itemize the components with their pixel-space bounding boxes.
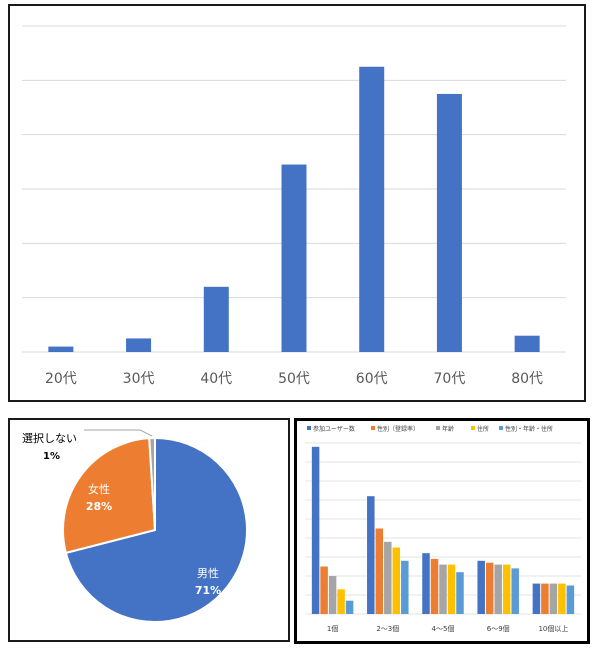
series-bar: [439, 564, 447, 614]
gender-pie-chart: 男性 71% 女性 28% 選択しない 1%: [22, 429, 248, 623]
series-bar: [345, 600, 354, 614]
x-tick-label: 30代: [123, 371, 155, 387]
series-bar: [456, 572, 464, 614]
pie-value-label: 71%: [195, 584, 221, 597]
series-bar: [447, 564, 456, 614]
series-bar: [511, 568, 519, 614]
series-bar: [549, 583, 558, 614]
series-bar: [558, 583, 566, 614]
age-bar: [514, 335, 540, 352]
series-bar: [392, 547, 401, 614]
x-tick-label: 60代: [356, 371, 388, 387]
series-bar: [532, 583, 541, 614]
pie-slice: [62, 437, 157, 555]
series-bar: [328, 576, 337, 614]
series-bar: [566, 585, 575, 614]
pie-label: 男性: [197, 566, 219, 580]
pie-label: 選択しない: [22, 431, 77, 445]
grouped-bar-chart-panel: 参加ユーザー数 性別（登録率） 年齢 住所 性別・年齢・住所 1個 2～3個 4～5個 6～9個…: [294, 418, 590, 644]
series-bar: [541, 583, 549, 614]
series-bar: [401, 560, 409, 614]
age-distribution-chart: 20代 30代 40代 50代 60代 70代 80代: [22, 25, 566, 387]
legend-label: 性別（登録率）: [377, 425, 419, 433]
age-bar: [48, 346, 74, 352]
legend-swatch: [471, 426, 475, 430]
series-bar: [375, 528, 384, 614]
series-bar: [337, 589, 345, 614]
series-bar: [494, 564, 502, 614]
x-tick-label: 80代: [511, 371, 543, 387]
legend-swatch: [371, 426, 375, 430]
x-tick-label: 6～9個: [487, 624, 510, 633]
age-bar: [281, 164, 307, 352]
x-tick-label: 40代: [200, 371, 232, 387]
x-tick-label: 1個: [327, 624, 338, 633]
pie-slice: [64, 436, 248, 623]
x-tick-label: 4～5個: [432, 624, 455, 633]
pie-value-label: 28%: [86, 500, 112, 513]
legend-label: 住所: [477, 425, 489, 433]
grouped-bar-chart: 参加ユーザー数 性別（登録率） 年齢 住所 性別・年齢・住所 1個 2～3個 4～5個 6～9個…: [305, 425, 581, 633]
pie-slice: [148, 436, 156, 531]
series-bar: [430, 558, 439, 614]
legend-label: 参加ユーザー数: [313, 425, 355, 433]
x-tick-label: 50代: [278, 371, 310, 387]
pie-label: 女性: [88, 482, 110, 496]
series-bar: [477, 560, 485, 614]
legend-swatch: [499, 426, 503, 430]
series-bar: [320, 566, 328, 614]
x-tick-label: 10個以上: [538, 624, 568, 633]
legend-label: 年齢: [442, 425, 454, 433]
x-tick-label: 70代: [434, 371, 466, 387]
age-bar: [126, 338, 152, 352]
legend-swatch: [307, 426, 311, 430]
age-distribution-chart-panel: 20代 30代 40代 50代 60代 70代 80代: [8, 4, 586, 402]
age-bar: [436, 93, 462, 353]
series-bar: [485, 562, 494, 614]
pie-value-label: 1%: [43, 451, 60, 462]
leader-line: [84, 429, 153, 437]
series-bar: [384, 541, 392, 614]
age-bar: [359, 66, 385, 352]
series-bar: [311, 446, 320, 614]
legend-swatch: [436, 426, 440, 430]
gender-pie-chart-panel: 男性 71% 女性 28% 選択しない 1%: [8, 418, 290, 642]
series-bar: [367, 496, 375, 614]
series-bar: [422, 553, 430, 614]
series-bar: [502, 564, 511, 614]
x-tick-label: 2～3個: [376, 624, 399, 633]
age-bar: [203, 286, 229, 352]
legend-label: 性別・年齢・住所: [505, 425, 553, 433]
x-tick-label: 20代: [45, 371, 77, 387]
